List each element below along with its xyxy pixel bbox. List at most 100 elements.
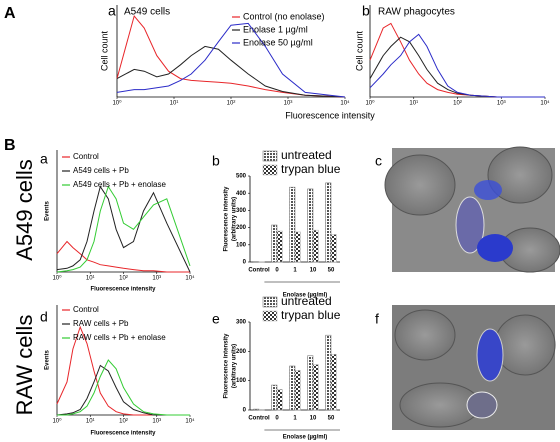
y-axis-label: Fluorescence intensity <box>224 186 230 252</box>
bar <box>294 370 301 411</box>
histogram-line <box>57 359 190 416</box>
x-axis-label: Fluorescence intensity <box>90 287 156 293</box>
x-axis-label: Enolase (µg/ml) <box>283 435 327 441</box>
x-tick-label: 10² <box>453 101 462 107</box>
x-tick-label: 1 <box>293 268 297 274</box>
x-tick-label: 10² <box>119 419 128 425</box>
panel-label: d <box>40 309 48 325</box>
x-tick-label: 0 <box>275 416 279 422</box>
legend-label: trypan blue <box>281 162 341 176</box>
legend-label: Control <box>73 305 99 314</box>
panel-label: c <box>375 153 382 169</box>
x-tick-label: 10⁴ <box>185 418 195 425</box>
x-tick-label: 10¹ <box>409 101 418 107</box>
legend-label: Enolase 50 µg/ml <box>243 37 313 47</box>
bar <box>258 409 265 411</box>
y-tick-label: 200 <box>236 225 247 231</box>
x-tick-label: 10³ <box>497 101 506 107</box>
histogram-line <box>56 185 191 273</box>
x-tick-label: 10¹ <box>170 101 179 107</box>
y-axis-label: Events <box>45 201 51 221</box>
x-tick-label: 10 <box>310 268 317 274</box>
micrograph <box>392 305 556 430</box>
section-label: B <box>4 137 16 154</box>
legend-label: Control (no enolase) <box>243 11 325 21</box>
chart-title: RAW phagocytes <box>378 7 455 18</box>
y-axis-label: Cell count <box>99 30 109 71</box>
panel-label: a <box>108 3 116 19</box>
histogram-line <box>56 240 190 273</box>
x-tick-label: 10² <box>227 101 236 107</box>
histogram-line <box>116 22 346 98</box>
y-axis-label: Cell count <box>354 30 364 71</box>
legend-label: RAW cells + Pb + enolase <box>73 333 166 342</box>
panel-label: f <box>375 311 379 327</box>
y-tick-label: 100 <box>236 378 247 384</box>
row-label: RAW cells <box>12 315 37 416</box>
legend-swatch <box>262 150 278 162</box>
y-tick-label: 500 <box>236 174 247 180</box>
bar <box>253 408 260 411</box>
x-tick-label: Control <box>248 268 270 274</box>
x-tick-label: 10⁴ <box>340 100 350 107</box>
y-tick-label: 400 <box>236 191 247 197</box>
legend-label: untreated <box>281 294 332 308</box>
bar <box>307 188 314 263</box>
x-tick-label: 10 <box>310 416 317 422</box>
x-tick-label: 10³ <box>152 419 161 425</box>
x-axis-label: Fluorescence intensity <box>285 110 375 120</box>
legend-swatch <box>262 296 278 308</box>
x-tick-label: 50 <box>328 268 335 274</box>
bar <box>289 365 296 411</box>
y-tick-label: 0 <box>243 408 247 414</box>
bar <box>289 186 296 263</box>
panel-label: b <box>212 153 220 169</box>
legend-swatch <box>262 164 278 176</box>
x-tick-label: 10⁰ <box>52 275 62 282</box>
legend-label: trypan blue <box>281 308 341 322</box>
section-label: A <box>4 5 16 22</box>
bar <box>271 384 278 411</box>
bar <box>276 230 283 263</box>
panel-label: b <box>362 3 370 19</box>
bar <box>276 389 283 411</box>
x-axis-label: Enolase (µg/ml) <box>283 293 327 299</box>
x-tick-label: 1 <box>293 416 297 422</box>
row-label: A549 cells <box>12 159 37 261</box>
x-tick-label: 10² <box>119 276 128 282</box>
bar <box>271 224 278 263</box>
y-axis-label: (arbitrary units) <box>232 344 238 388</box>
x-tick-label: 10³ <box>152 276 161 282</box>
x-tick-label: 50 <box>328 416 335 422</box>
histogram-line <box>56 364 190 416</box>
legend-swatch <box>262 310 278 322</box>
x-tick-label: 10⁴ <box>185 275 195 282</box>
histogram-line <box>116 45 346 98</box>
x-tick-label: 10⁰ <box>365 100 375 107</box>
y-axis-label: (arbitrary units) <box>232 197 238 241</box>
histogram-line <box>116 14 346 98</box>
y-tick-label: 0 <box>243 260 247 266</box>
legend-label: Control <box>73 152 99 161</box>
y-tick-label: 200 <box>236 349 247 355</box>
histogram-line <box>369 33 545 98</box>
bar <box>312 229 319 263</box>
y-tick-label: 300 <box>236 208 247 214</box>
panel-label: a <box>40 151 48 167</box>
histogram-line <box>56 185 191 273</box>
x-tick-label: 10⁴ <box>540 100 550 107</box>
x-tick-label: Control <box>248 416 270 422</box>
chart-title: A549 cells <box>124 7 170 18</box>
bar <box>325 182 332 263</box>
x-tick-label: 10³ <box>284 101 293 107</box>
legend-label: RAW cells + Pb <box>73 319 129 328</box>
bar <box>330 234 337 263</box>
micrograph <box>384 146 560 273</box>
bar <box>325 334 332 411</box>
bar <box>307 355 314 411</box>
x-tick-label: 10⁰ <box>52 418 62 425</box>
bar <box>330 353 337 411</box>
x-axis-label: Fluorescence intensity <box>90 431 156 437</box>
y-tick-label: 100 <box>236 242 247 248</box>
